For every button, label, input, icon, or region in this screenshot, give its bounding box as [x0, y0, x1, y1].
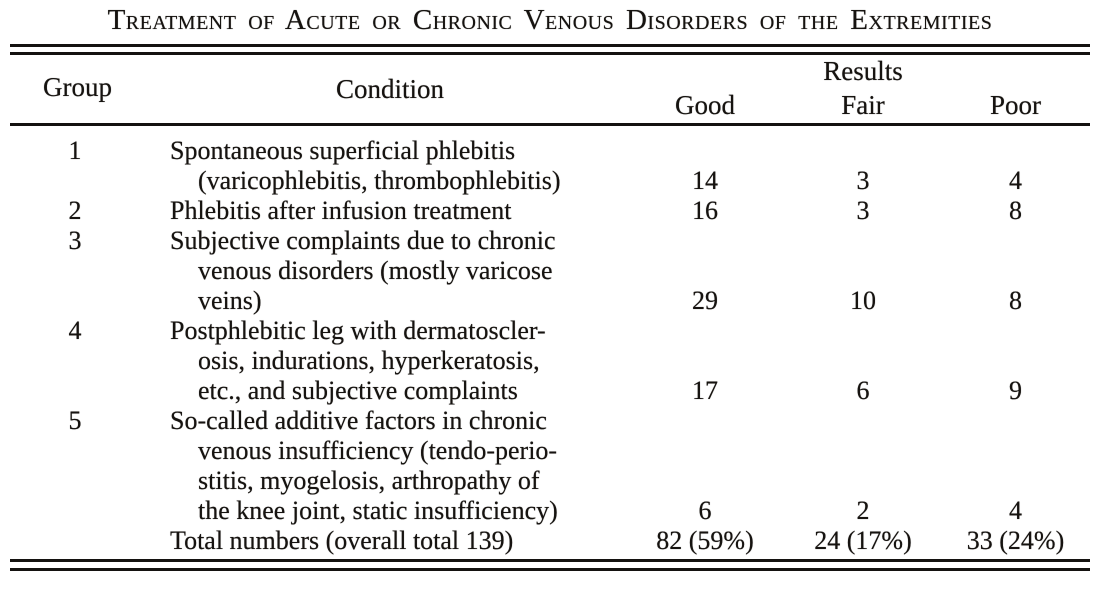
table-title: Treatment of Acute or Chronic Venous Dis…	[107, 4, 993, 36]
table-row-line: 2 Phlebitis after infusion treatment 16 3 8	[0, 196, 1100, 226]
group-number-cell: 3	[68, 226, 82, 255]
fair-value-cell: 3	[856, 166, 870, 195]
column-header-poor: Poor	[989, 90, 1041, 120]
group-number-cell: 5	[68, 406, 82, 435]
condition-cell: Spontaneous superficial phlebitis	[170, 136, 516, 165]
header-rule	[10, 123, 1090, 126]
good-value-cell: 14	[692, 166, 718, 195]
column-header-condition: Condition	[335, 74, 444, 104]
condition-cell: Subjective complaints due to chronic	[170, 226, 556, 255]
table-row-line: venous insufficiency (tendo-perio-	[0, 436, 1100, 466]
fair-value-cell: 24 (17%)	[814, 526, 912, 555]
table-row-line: 5 So-called additive factors in chronic	[0, 406, 1100, 436]
column-header-fair: Fair	[841, 90, 885, 120]
fair-value-cell: 6	[856, 376, 870, 405]
table-row-line: 4 Postphlebitic leg with dermatoscler-	[0, 316, 1100, 346]
condition-cell: So-called additive factors in chronic	[170, 406, 547, 435]
table-row-line: (varicophlebitis, thrombophlebitis) 14 3 4	[0, 166, 1100, 196]
table-row-line: the knee joint, static insufficiency) 6 2 4	[0, 496, 1100, 526]
good-value-cell: 16	[692, 196, 718, 225]
fair-value-cell: 10	[850, 286, 876, 315]
poor-value-cell: 8	[1009, 196, 1022, 225]
condition-cell: veins)	[198, 286, 262, 315]
condition-cell: Total numbers (overall total 139)	[170, 526, 514, 555]
condition-cell: the knee joint, static insufficiency)	[198, 496, 558, 525]
table-row-line: stitis, myogelosis, arthropathy of	[0, 466, 1100, 496]
table-row-line: veins) 29 10 8	[0, 286, 1100, 316]
condition-cell: venous disorders (mostly varicose	[198, 256, 553, 285]
column-header-good: Good	[675, 90, 735, 120]
fair-value-cell: 2	[856, 496, 870, 525]
poor-value-cell: 4	[1009, 496, 1022, 525]
poor-value-cell: 4	[1009, 166, 1022, 195]
table-body: 1 Spontaneous superficial phlebitis (varic…	[0, 136, 1100, 556]
condition-cell: etc., and subjective complaints	[198, 376, 518, 405]
condition-cell: venous insufficiency (tendo-perio-	[198, 436, 558, 465]
good-value-cell: 82 (59%)	[656, 526, 754, 555]
good-value-cell: 29	[692, 286, 718, 315]
table-row-line: 1 Spontaneous superficial phlebitis	[0, 136, 1100, 166]
table-row-line: osis, indurations, hyperkeratosis,	[0, 346, 1100, 376]
table-row-line: venous disorders (mostly varicose	[0, 256, 1100, 286]
condition-cell: stitis, myogelosis, arthropathy of	[198, 466, 540, 495]
column-header-group: Group	[43, 72, 112, 102]
condition-cell: osis, indurations, hyperkeratosis,	[198, 346, 540, 375]
group-number-cell: 2	[68, 196, 82, 225]
table-row-line: 3 Subjective complaints due to chronic	[0, 226, 1100, 256]
poor-value-cell: 8	[1009, 286, 1022, 315]
condition-cell: (varicophlebitis, thrombophlebitis)	[198, 166, 561, 195]
good-value-cell: 6	[698, 496, 712, 525]
column-header-results: Results	[823, 56, 903, 86]
poor-value-cell: 33 (24%)	[966, 526, 1065, 555]
table-row-line: etc., and subjective complaints 17 6 9	[0, 376, 1100, 406]
bottom-double-rule	[10, 559, 1090, 571]
table-row-line: Total numbers (overall total 139) 82 (59%…	[0, 526, 1100, 556]
group-number-cell: 4	[68, 316, 82, 345]
condition-cell: Postphlebitic leg with dermatoscler-	[170, 316, 546, 345]
condition-cell: Phlebitis after infusion treatment	[170, 196, 512, 225]
poor-value-cell: 9	[1009, 376, 1022, 405]
fair-value-cell: 3	[856, 196, 870, 225]
group-number-cell: 1	[68, 136, 82, 165]
top-double-rule	[10, 44, 1090, 55]
good-value-cell: 17	[692, 376, 718, 405]
